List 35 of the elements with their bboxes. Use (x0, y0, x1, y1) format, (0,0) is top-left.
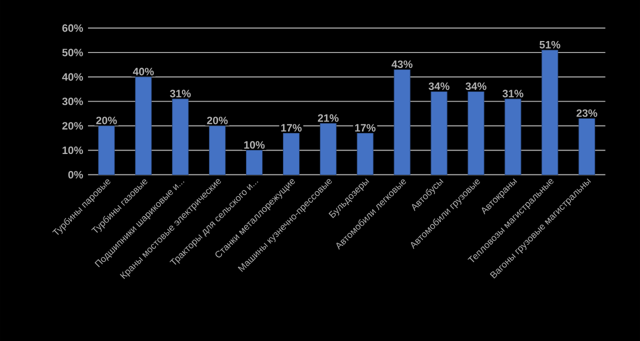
y-tick-label: 0% (68, 170, 84, 178)
data-label: 34% (428, 82, 450, 90)
bar (135, 76, 152, 175)
y-tick-label: 60% (62, 24, 84, 32)
bar (356, 132, 374, 175)
bar (172, 98, 189, 175)
bar (578, 118, 596, 175)
data-label: 23% (576, 109, 598, 117)
data-label: 20% (207, 116, 228, 124)
data-label: 17% (355, 124, 376, 132)
bar (320, 123, 336, 175)
y-tick-label: 20% (62, 122, 84, 130)
y-tick-label: 50% (62, 48, 84, 56)
bar (394, 69, 410, 175)
bar (542, 50, 558, 175)
data-label: 31% (502, 90, 524, 98)
bar (209, 126, 226, 175)
data-label: 20% (96, 116, 117, 124)
y-tick-label: 40% (62, 73, 84, 81)
data-label: 10% (244, 141, 265, 149)
bar (98, 126, 115, 175)
data-label: 51% (540, 40, 560, 48)
data-label: 17% (281, 124, 302, 132)
bar (282, 132, 300, 175)
y-tick-label: 10% (62, 146, 84, 154)
data-label: 40% (132, 68, 154, 76)
y-tick-label: 30% (62, 98, 84, 106)
bar (430, 91, 448, 175)
data-label: 21% (318, 114, 339, 122)
bar (468, 91, 484, 175)
bar (504, 98, 522, 175)
data-label: 31% (170, 90, 191, 98)
data-label: 34% (466, 82, 486, 90)
bar (246, 150, 263, 175)
data-label: 43% (392, 60, 412, 68)
